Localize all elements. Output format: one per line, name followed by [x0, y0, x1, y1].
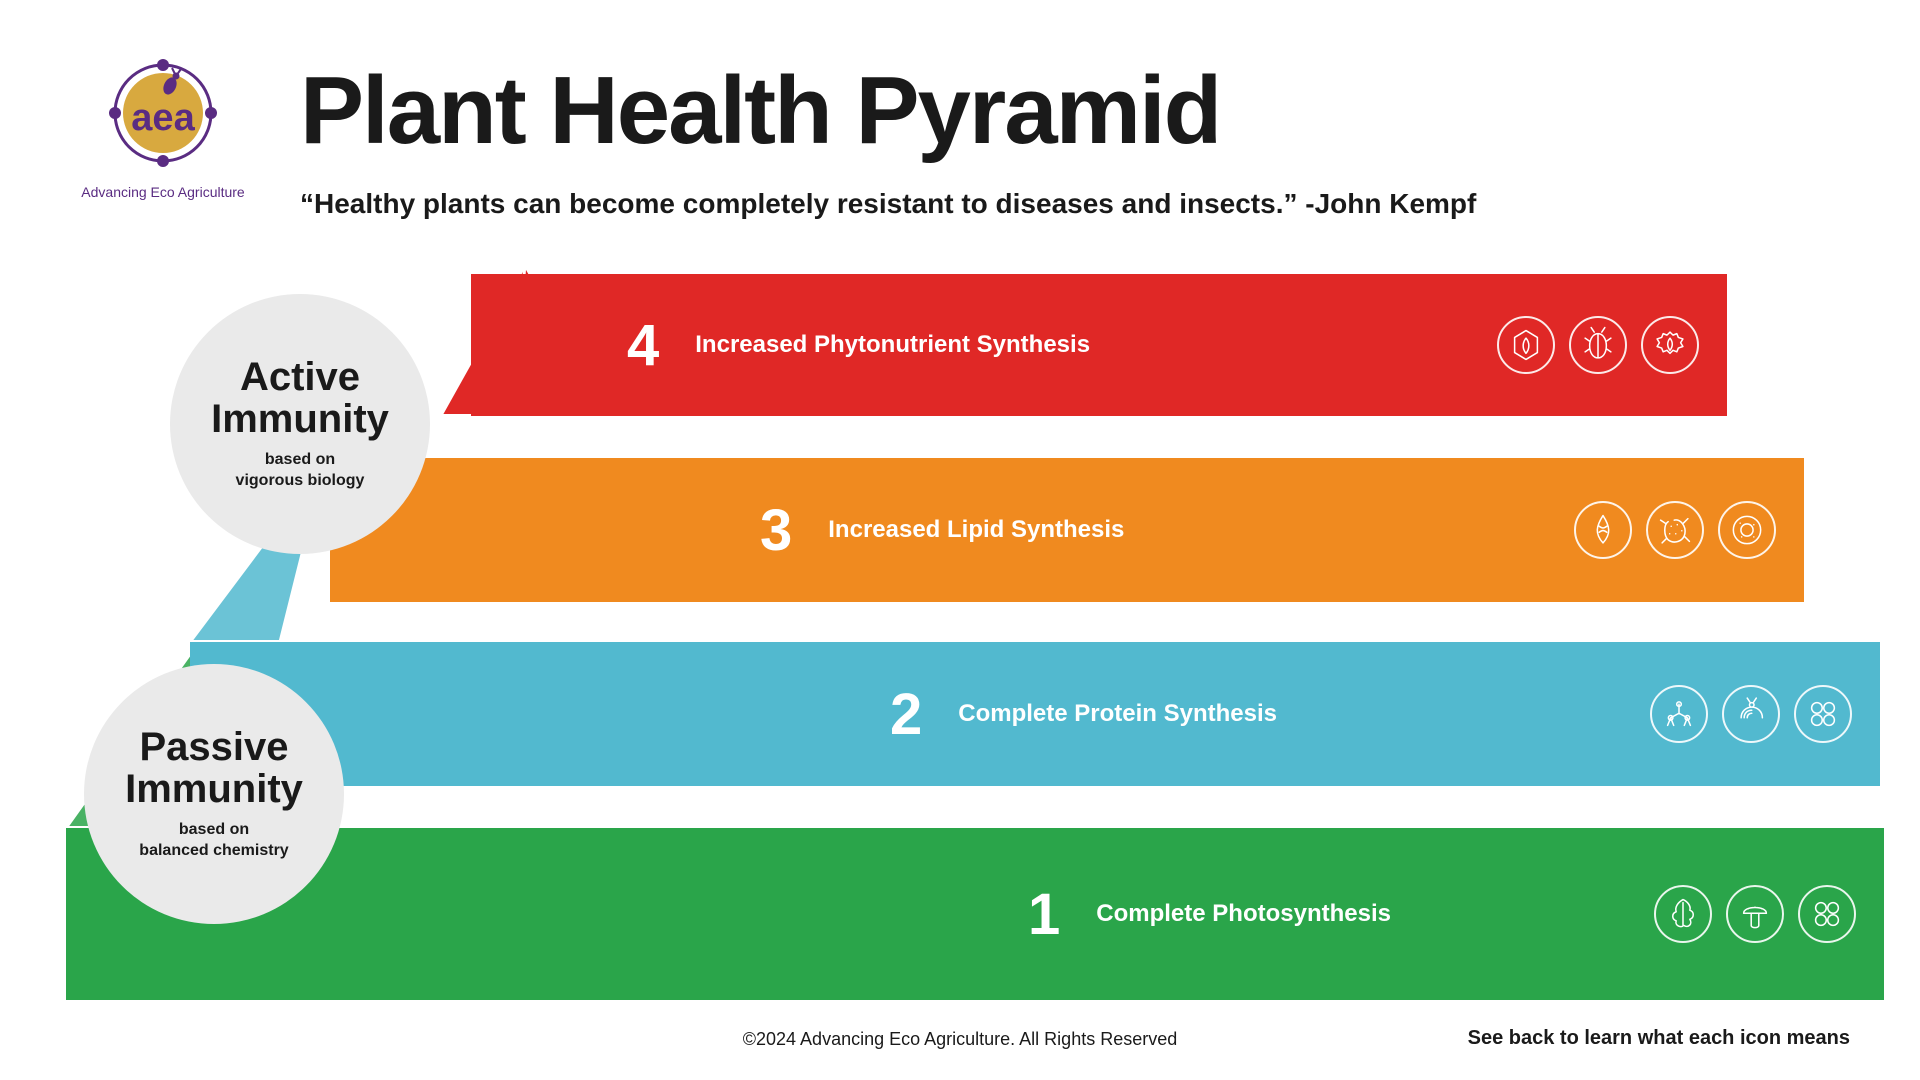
- level-4-bar: 4 Increased Phytonutrient Synthesis: [471, 274, 1727, 416]
- larva-icon: [1722, 685, 1780, 743]
- logo-mark-icon: aea: [98, 48, 228, 178]
- level-3-number: 3: [760, 497, 792, 564]
- level-1-icons: [1654, 885, 1856, 943]
- level-2-icons: [1650, 685, 1852, 743]
- infographic-stage: aea Advancing Eco Agriculture Plant Heal…: [0, 0, 1920, 1080]
- footer-note: See back to learn what each icon means: [1468, 1027, 1850, 1050]
- gear-leaf-icon: [1641, 316, 1699, 374]
- amino-icon: [1650, 685, 1708, 743]
- level-3-icons: [1574, 501, 1776, 559]
- badge-active-line1: Active: [240, 355, 360, 399]
- logo: aea Advancing Eco Agriculture: [78, 48, 248, 200]
- page-title: Plant Health Pyramid: [300, 56, 1220, 166]
- level-3-bar: 3 Increased Lipid Synthesis: [330, 458, 1804, 602]
- mushroom-icon: [1726, 885, 1784, 943]
- elements-4a-icon: [1794, 685, 1852, 743]
- level-2-label: Complete Protein Synthesis: [958, 700, 1277, 728]
- logo-caption: Advancing Eco Agriculture: [78, 184, 248, 200]
- elements-4b-icon: [1798, 885, 1856, 943]
- level-3-label: Increased Lipid Synthesis: [828, 516, 1124, 544]
- cell-icon: [1718, 501, 1776, 559]
- level-4-icons: [1497, 316, 1699, 374]
- badge-active-immunity: ActiveImmunity based on vigorous biology: [170, 294, 430, 554]
- badge-active-sub2: vigorous biology: [236, 472, 365, 489]
- badge-passive-line2: Immunity: [125, 767, 303, 811]
- level-1-number: 1: [1028, 881, 1060, 948]
- level-2-bar: 2 Complete Protein Synthesis: [190, 642, 1880, 786]
- drop-dna-icon: [1574, 501, 1632, 559]
- badge-passive-immunity: PassiveImmunity based on balanced chemist…: [84, 664, 344, 924]
- logo-text: aea: [131, 97, 195, 139]
- badge-passive-sub2: balanced chemistry: [139, 842, 288, 859]
- microbe-icon: [1646, 501, 1704, 559]
- level-2-number: 2: [890, 681, 922, 748]
- badge-active-line2: Immunity: [211, 397, 389, 441]
- level-1-bar: 1 Complete Photosynthesis: [66, 828, 1884, 1000]
- page-subtitle: “Healthy plants can become completely re…: [300, 188, 1476, 220]
- level-1-label: Complete Photosynthesis: [1096, 900, 1391, 928]
- hex-leaf-icon: [1497, 316, 1555, 374]
- level-4-number: 4: [627, 312, 659, 379]
- badge-passive-line1: Passive: [139, 725, 288, 769]
- beetle-icon: [1569, 316, 1627, 374]
- badge-passive-sub1: based on: [179, 821, 249, 838]
- badge-active-sub1: based on: [265, 451, 335, 468]
- level-4-label: Increased Phytonutrient Synthesis: [695, 331, 1090, 359]
- leaf-oak-icon: [1654, 885, 1712, 943]
